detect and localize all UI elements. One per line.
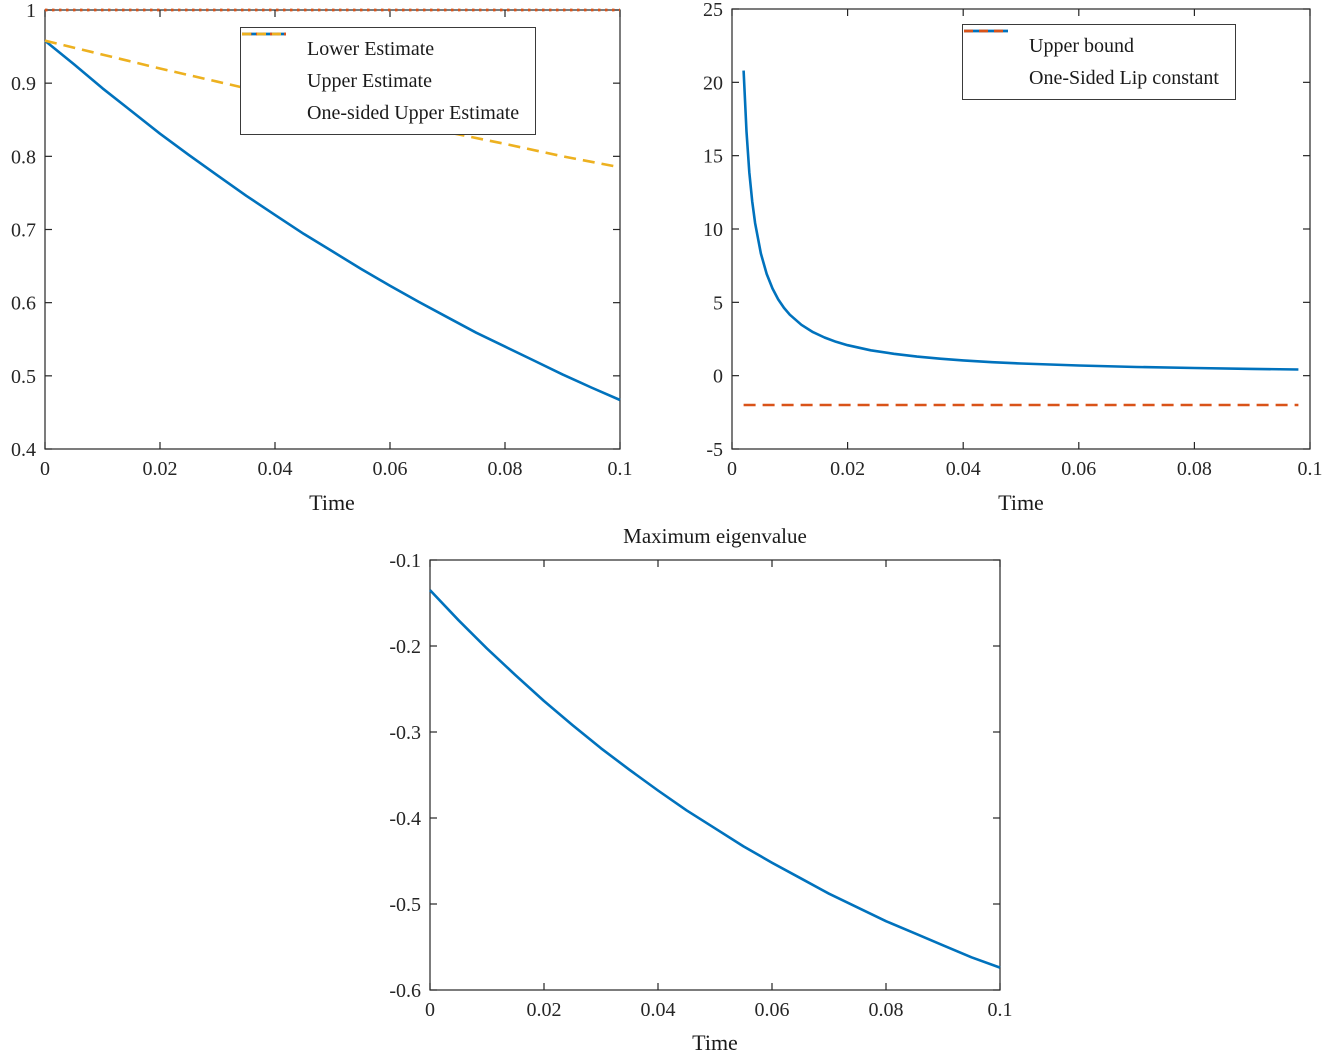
x-tick-label: 0	[425, 999, 435, 1021]
estimates-plot-svg: Time 0 0.02 0.04 0.06 0.08 0.1 0.4 0.5 0.6 0.7 0.8…	[11, 0, 633, 515]
x-tick-label: 0.1	[1298, 458, 1323, 480]
x-tick-label: 0.02	[527, 999, 562, 1021]
legend-label: One-Sided Lip constant	[1029, 67, 1219, 89]
y-tick-label: -0.3	[389, 722, 421, 744]
y-tick-label: 10	[703, 219, 723, 241]
max-eigenvalue-plot-svg: Maximum eigenvalue Time 0 0.02 0.04 0.06 0.0…	[389, 524, 1013, 1055]
y-tick-label: 0.7	[11, 220, 36, 242]
x-tick-label: 0	[40, 458, 50, 480]
legend-label: One-sided Upper Estimate	[307, 102, 520, 124]
y-tick-label: 5	[713, 292, 723, 314]
x-tick-label: 0.1	[608, 458, 633, 480]
x-tick-label: 0.02	[830, 458, 865, 480]
legend: Lower Estimate Upper Estimate One-sided …	[240, 27, 537, 135]
y-tick-label: -0.4	[389, 808, 421, 830]
legend-label: Upper Estimate	[307, 70, 432, 92]
x-tick-label: 0.04	[946, 458, 981, 480]
y-tick-label: 0.9	[11, 73, 36, 95]
x-axis-label: Time	[309, 490, 355, 515]
y-tick-label: -5	[706, 439, 723, 461]
y-tick-label: 0.4	[11, 439, 36, 461]
y-tick-label: 0	[713, 366, 723, 388]
plot-box	[429, 559, 1001, 991]
y-tick-label: 1	[26, 0, 36, 22]
dashed-line-sample	[964, 29, 1019, 84]
x-axis-label: Time	[998, 490, 1044, 515]
legend-label: Upper bound	[1029, 35, 1134, 57]
y-tick-label: 0.5	[11, 366, 36, 388]
y-tick-label: -0.5	[389, 894, 421, 916]
legend-item: One-sided Upper Estimate	[242, 32, 520, 129]
y-tick-label: 20	[703, 72, 723, 94]
x-tick-label: 0.1	[988, 999, 1013, 1021]
solid-line-sample	[964, 29, 1019, 52]
legend-item: One-Sided Lip constant	[964, 29, 1219, 94]
solid-line-sample	[242, 32, 297, 55]
x-tick-label: 0.02	[143, 458, 178, 480]
x-tick-label: 0.06	[1061, 458, 1096, 480]
dotted-line-sample	[242, 32, 297, 87]
series-line	[742, 70, 1299, 371]
y-tick-label: -0.6	[389, 980, 421, 1002]
x-tick-label: 0.08	[869, 999, 904, 1021]
legend-line-sample	[242, 32, 286, 36]
max-eigenvalue-chart: Maximum eigenvalue Time 0 0.02 0.04 0.06 0.0…	[360, 515, 1060, 1057]
x-tick-label: 0.08	[1177, 458, 1212, 480]
x-tick-label: 0.06	[373, 458, 408, 480]
x-tick-label: 0.06	[755, 999, 790, 1021]
x-tick-label: 0.04	[258, 458, 293, 480]
legend-item: Lower Estimate	[242, 32, 519, 65]
dashed-line-sample	[242, 32, 297, 119]
legend-line-sample	[964, 29, 1008, 33]
legend-label: Lower Estimate	[307, 38, 435, 60]
x-tick-label: 0	[727, 458, 737, 480]
y-tick-label: 15	[703, 146, 723, 168]
upper-bound-chart: Time 0 0.02 0.04 0.06 0.08 0.1 -5 0 5 10 15 20 25 Up…	[690, 0, 1323, 520]
x-tick-label: 0.04	[641, 999, 676, 1021]
legend-item: Upper bound	[964, 29, 1219, 62]
series-line	[44, 39, 621, 402]
y-tick-label: -0.1	[389, 550, 421, 572]
x-axis-label: Time	[692, 1030, 738, 1055]
x-tick-label: 0.08	[488, 458, 523, 480]
y-tick-label: -0.2	[389, 636, 421, 658]
chart-title: Maximum eigenvalue	[623, 524, 807, 548]
y-tick-label: 0.6	[11, 293, 36, 315]
y-tick-label: 25	[703, 0, 723, 21]
y-tick-label: 0.8	[11, 146, 36, 168]
legend-item: Upper Estimate	[242, 32, 519, 97]
legend: Upper bound One-Sided Lip constant	[962, 24, 1236, 100]
estimates-chart: Time 0 0.02 0.04 0.06 0.08 0.1 0.4 0.5 0.6 0.7 0.8…	[0, 0, 660, 520]
series-line	[429, 589, 1001, 969]
